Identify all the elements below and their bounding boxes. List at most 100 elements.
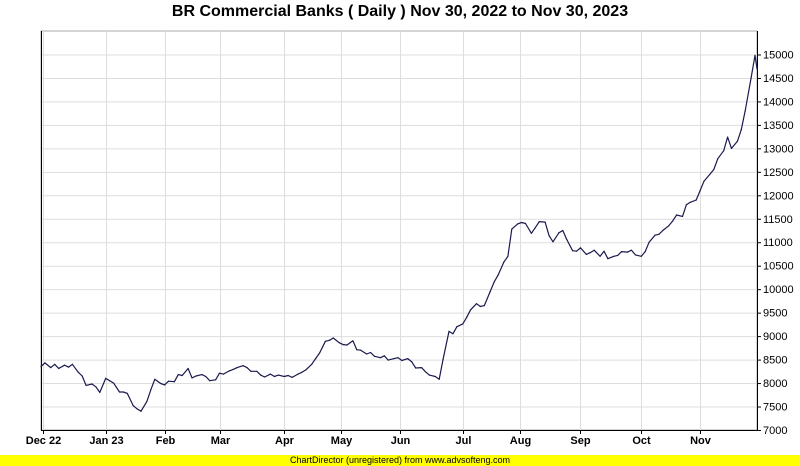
data-point	[699, 190, 701, 192]
data-point	[191, 377, 193, 379]
data-point	[448, 330, 450, 332]
data-point	[489, 290, 491, 293]
data-point	[521, 221, 523, 224]
data-point	[503, 261, 505, 263]
data-point	[524, 222, 527, 225]
data-point	[411, 361, 413, 363]
data-point	[370, 351, 372, 354]
data-point	[607, 258, 609, 260]
data-point	[242, 365, 244, 367]
data-point	[250, 370, 252, 372]
data-point	[305, 369, 307, 371]
data-point	[346, 344, 348, 346]
data-point	[387, 359, 389, 361]
data-point	[264, 376, 266, 378]
data-point	[634, 254, 637, 256]
series-layer	[40, 54, 758, 412]
data-point	[167, 380, 170, 382]
data-point	[479, 305, 481, 308]
data-point	[530, 232, 533, 234]
data-point	[470, 309, 472, 311]
data-point	[338, 342, 340, 344]
data-point	[319, 352, 321, 354]
data-point	[534, 227, 536, 229]
x-tick-label: Feb	[156, 435, 176, 447]
data-point	[727, 136, 729, 138]
data-point	[379, 357, 381, 359]
x-tick-label: Mar	[211, 435, 231, 447]
data-point	[260, 374, 262, 376]
data-point	[507, 255, 509, 257]
data-point	[709, 173, 711, 175]
data-point	[713, 168, 715, 171]
data-point	[452, 333, 454, 335]
data-point	[756, 68, 758, 70]
data-point	[393, 358, 395, 360]
axes	[41, 31, 761, 434]
data-point	[676, 214, 678, 216]
data-point	[456, 326, 458, 328]
data-point	[562, 229, 564, 232]
data-point	[383, 355, 385, 357]
data-point	[668, 225, 670, 227]
data-point	[630, 249, 633, 251]
y-tick-label: 10500	[763, 261, 794, 273]
y-tick-label: 13500	[763, 120, 794, 132]
data-point	[640, 255, 642, 257]
x-tick-label: Aug	[510, 435, 531, 447]
x-tick-label: Nov	[690, 435, 712, 447]
data-point	[91, 383, 93, 385]
y-tick-label: 12000	[763, 190, 794, 202]
data-point	[603, 250, 605, 252]
data-point	[256, 370, 258, 372]
y-tick-label: 8500	[763, 355, 787, 367]
data-point	[291, 376, 293, 378]
x-tick-label: Jun	[391, 435, 411, 447]
data-point	[754, 54, 756, 57]
data-point	[434, 375, 436, 378]
data-point	[311, 363, 313, 365]
data-point	[342, 344, 344, 346]
data-point	[105, 377, 107, 379]
data-point	[548, 235, 550, 237]
data-point	[558, 232, 560, 234]
data-point	[287, 374, 289, 377]
data-point	[58, 367, 60, 370]
data-point	[195, 375, 197, 377]
data-point	[589, 252, 591, 254]
data-point	[187, 367, 189, 370]
data-point	[703, 180, 705, 182]
y-tick-label: 14000	[763, 96, 794, 108]
x-tick-label: Apr	[275, 435, 295, 447]
data-point	[723, 150, 725, 152]
data-point	[228, 370, 230, 372]
data-point	[366, 353, 368, 355]
data-point	[301, 371, 303, 373]
data-point	[575, 250, 578, 252]
y-tick-label: 9500	[763, 308, 787, 320]
y-tick-label: 13000	[763, 143, 794, 155]
data-point	[99, 391, 101, 393]
data-point	[118, 391, 121, 393]
data-point	[356, 349, 358, 351]
data-point	[566, 238, 568, 240]
data-point	[140, 410, 142, 412]
data-point	[160, 382, 162, 385]
data-point	[154, 378, 156, 380]
data-point	[332, 337, 334, 339]
data-point	[493, 281, 495, 283]
data-point	[85, 384, 87, 386]
data-point	[744, 110, 746, 112]
data-point	[173, 381, 175, 383]
y-tick-label: 11500	[763, 214, 793, 226]
data-point	[644, 251, 646, 253]
data-point	[150, 389, 152, 391]
y-tick-label: 7500	[763, 402, 787, 414]
data-point	[483, 305, 485, 307]
data-point	[215, 379, 217, 381]
data-point	[424, 371, 427, 373]
data-point	[277, 374, 279, 376]
data-point	[421, 367, 423, 369]
data-point	[685, 204, 688, 206]
data-point	[269, 373, 272, 375]
